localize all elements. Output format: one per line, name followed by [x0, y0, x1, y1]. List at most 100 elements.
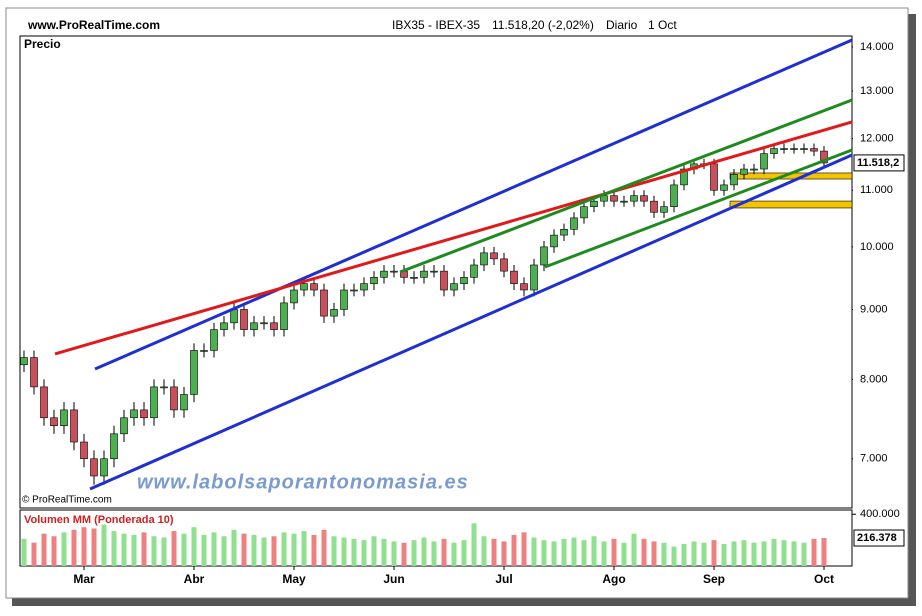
y-tick-label: 8.000: [860, 373, 888, 385]
candle-body: [390, 270, 398, 273]
volume-bar: [791, 541, 797, 566]
candle-body: [340, 289, 348, 310]
volume-bar: [491, 538, 497, 566]
candle-body: [360, 283, 368, 291]
candle-body: [410, 277, 418, 279]
volume-bar: [761, 541, 767, 566]
trend-line: [54, 120, 853, 356]
volume-bar: [481, 536, 487, 566]
candle-body: [460, 277, 468, 284]
y-tick-label: 14.000: [860, 41, 894, 53]
volume-bar: [511, 534, 517, 566]
volume-bar: [291, 533, 297, 566]
volume-bar: [571, 537, 577, 566]
volume-bar: [331, 536, 337, 566]
volume-bar: [101, 524, 107, 566]
candle-body: [590, 200, 598, 207]
candle-body: [490, 252, 498, 260]
watermark: www.labolsaporantonomasia.es: [137, 471, 469, 493]
volume-bar: [551, 541, 557, 566]
volume-bar: [561, 538, 567, 566]
candle-body: [140, 409, 148, 419]
volume-bar: [601, 541, 607, 566]
candle-body: [30, 357, 38, 388]
volume-bar: [251, 534, 257, 566]
candle-body: [750, 168, 758, 171]
volume-bar: [641, 538, 647, 566]
volume-bar: [621, 542, 627, 566]
volume-bar: [701, 542, 707, 566]
volume-bar: [651, 541, 657, 566]
trend-line: [399, 98, 853, 274]
last-price-box: [853, 154, 905, 172]
volume-bar: [731, 541, 737, 566]
volume-bar: [451, 542, 457, 566]
volume-bar: [751, 542, 757, 566]
candle-body: [560, 229, 568, 236]
candle-body: [210, 329, 218, 351]
candle-body: [780, 148, 788, 150]
volume-bar: [171, 531, 177, 566]
candle-body: [480, 252, 488, 266]
candle-body: [100, 458, 108, 477]
volume-bar: [141, 532, 147, 566]
candle-body: [380, 270, 388, 278]
candle-body: [510, 270, 518, 284]
y-tick-label: 13.000: [860, 85, 894, 97]
candle-body: [230, 309, 238, 324]
candle-body: [70, 409, 78, 443]
quote: 11.518,20 (-2,02%): [492, 18, 594, 32]
volume-bar: [771, 538, 777, 566]
x-tick-label: Jun: [383, 572, 404, 586]
candle-body: [630, 195, 638, 202]
last-volume-box: [853, 529, 905, 547]
x-tick-label: Mar: [73, 572, 95, 586]
x-tick-label: Oct: [814, 572, 834, 586]
y-tick-label: 7.000: [860, 453, 888, 465]
candle-body: [500, 258, 508, 272]
candle-body: [80, 441, 88, 460]
candle-body: [300, 283, 308, 291]
volume-bar: [531, 537, 537, 566]
volume-bar: [211, 532, 217, 566]
volume-bar: [411, 540, 417, 566]
trend-line: [94, 38, 853, 371]
volume-bar: [721, 544, 727, 566]
candle-body: [220, 322, 228, 330]
candle-body: [170, 386, 178, 411]
candle-body: [20, 357, 28, 366]
candle-body: [50, 417, 58, 427]
volume-bar: [241, 533, 247, 566]
instrument: IBX35 - IBEX-35: [392, 18, 480, 32]
volume-bar: [391, 541, 397, 566]
x-tick-label: Abr: [184, 572, 205, 586]
volume-bar: [691, 541, 697, 566]
candle-body: [770, 148, 778, 154]
volume-bar: [131, 534, 137, 566]
volume-bar: [741, 540, 747, 566]
candle-body: [290, 289, 298, 304]
axis-mask: [853, 36, 907, 508]
volume-bar: [21, 538, 27, 566]
volume-bar: [341, 537, 347, 566]
trend-line: [544, 148, 853, 269]
volume-bar: [301, 531, 307, 566]
candle-body: [670, 184, 678, 207]
volume-bar: [461, 540, 467, 566]
last-price-label: 11.518,2: [857, 157, 899, 169]
volume-bar: [591, 536, 597, 566]
volume-bar: [71, 529, 77, 566]
site: www.ProRealTime.com: [27, 18, 160, 32]
volume-bar: [221, 536, 227, 566]
volume-bar: [431, 541, 437, 566]
candle-body: [40, 386, 48, 419]
volume-bar: [271, 536, 277, 566]
last-volume-label: 216.378: [857, 532, 897, 544]
volume-bar: [611, 538, 617, 566]
volume-bar: [361, 540, 367, 566]
candle-body: [420, 270, 428, 278]
candle-body: [620, 200, 628, 203]
volume-bar: [801, 542, 807, 566]
volume-tick-label: 400.000: [860, 508, 900, 520]
volume-bar: [441, 538, 447, 566]
